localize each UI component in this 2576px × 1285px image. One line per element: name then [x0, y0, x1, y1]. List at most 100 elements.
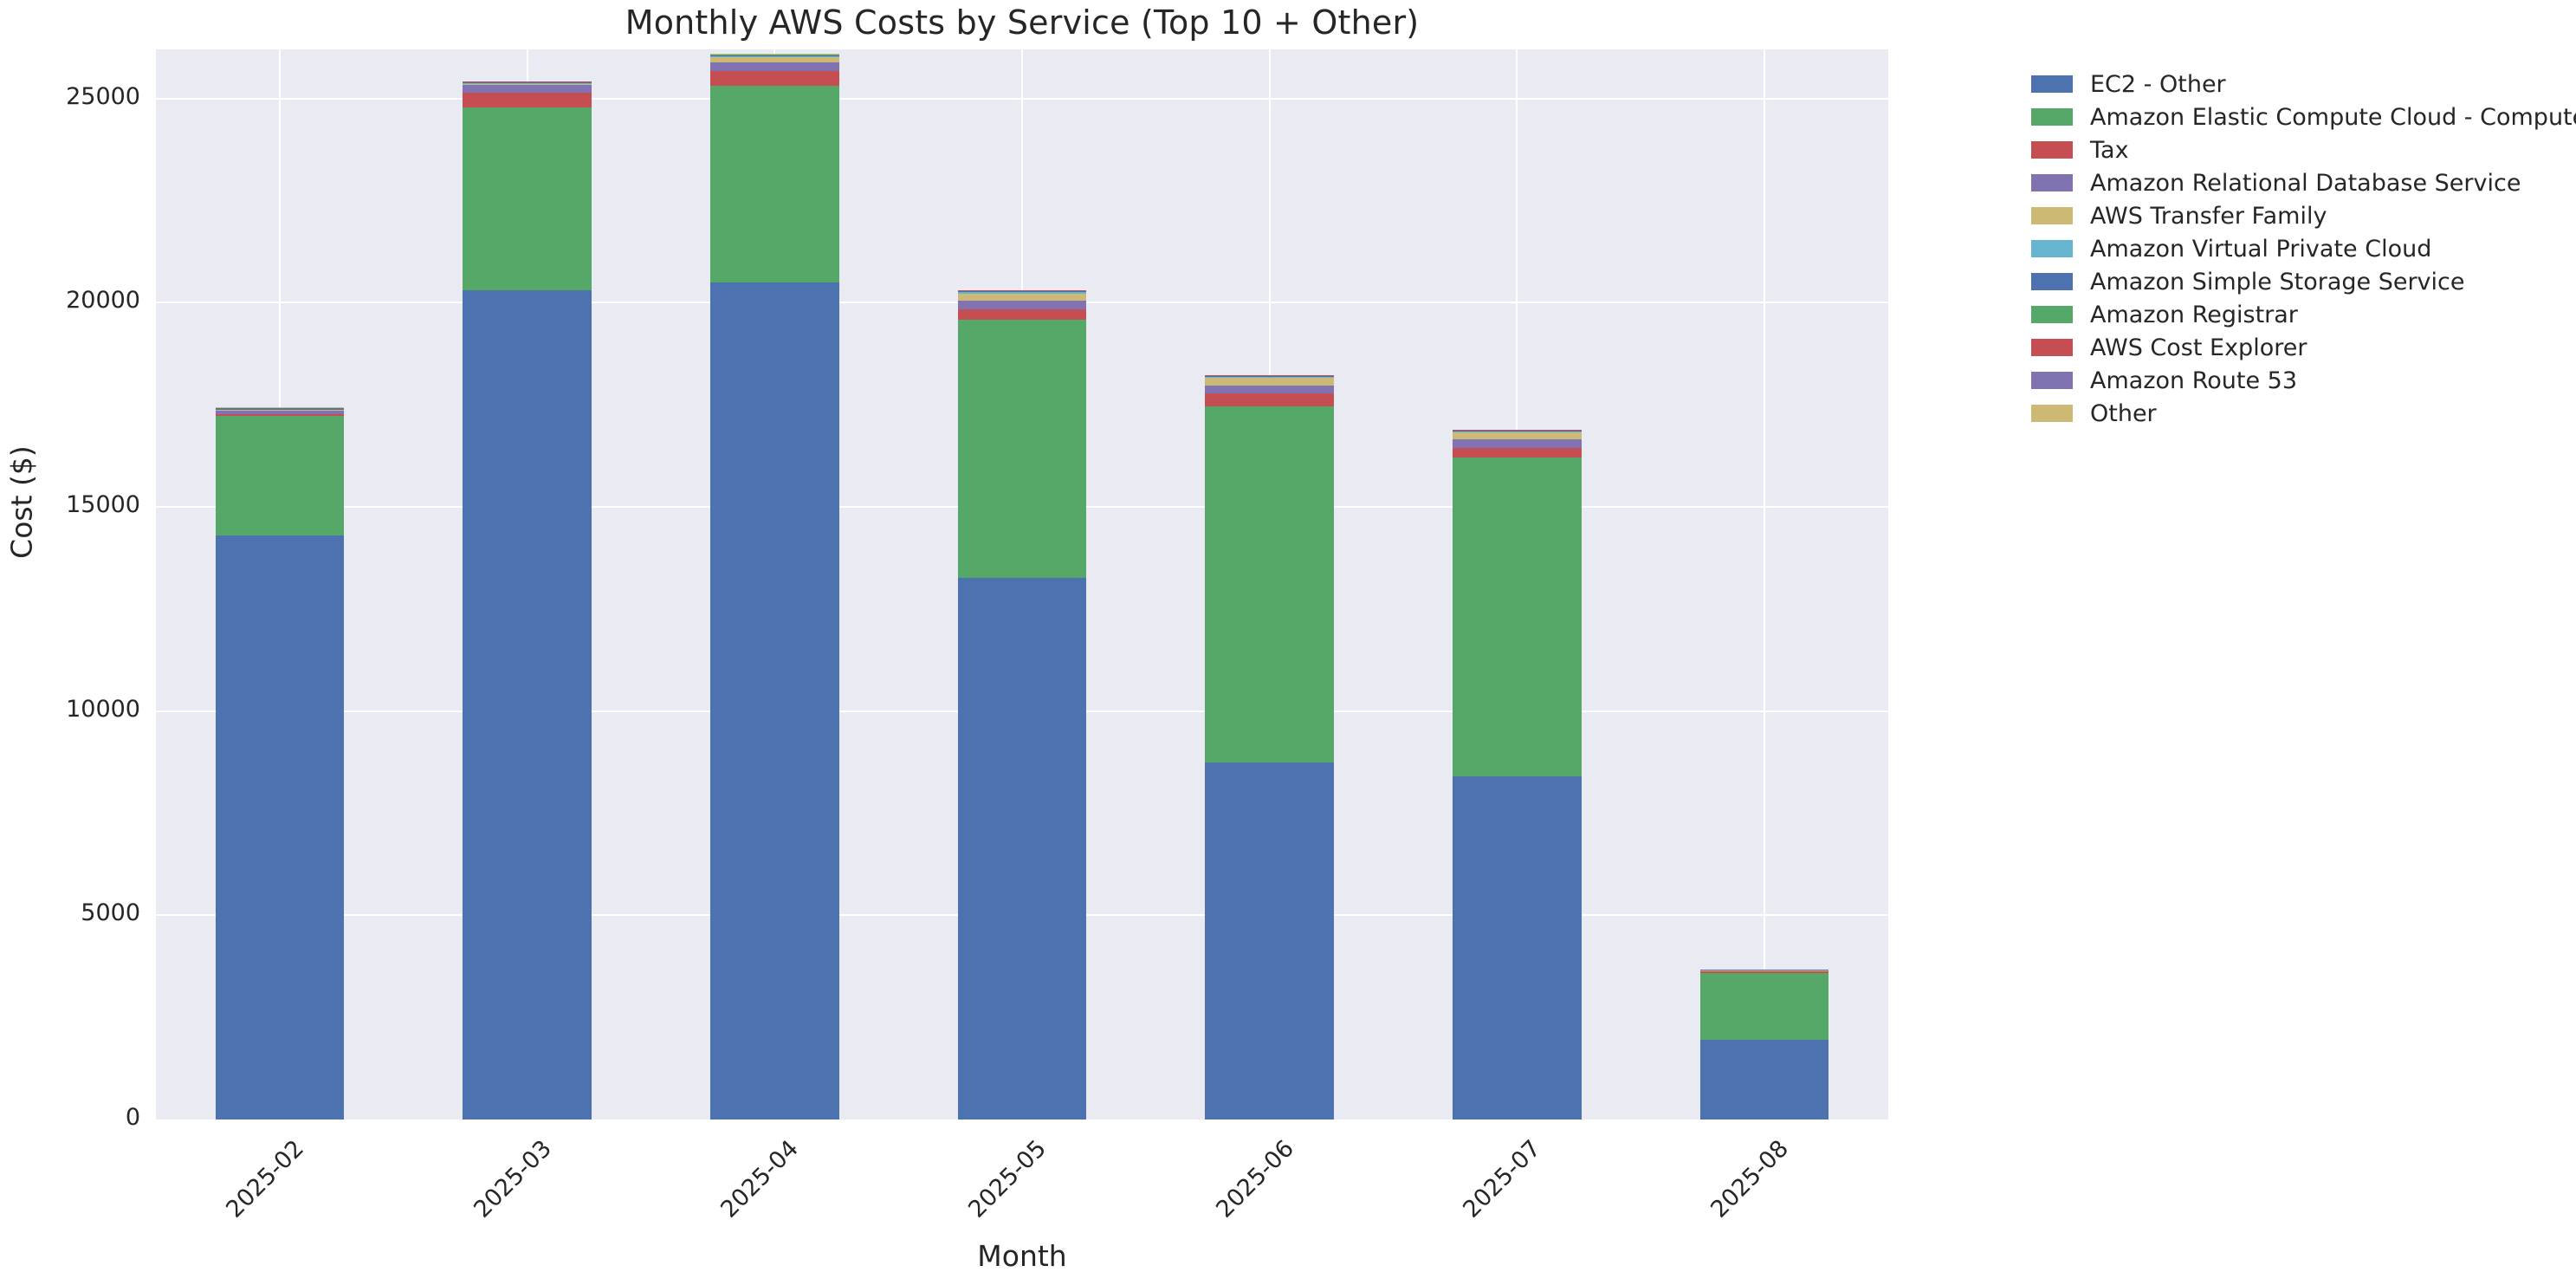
bar-segment[interactable] [710, 54, 839, 55]
plot-area [156, 49, 1888, 1120]
bar-segment[interactable] [957, 308, 1087, 320]
bar-segment[interactable] [957, 289, 1087, 291]
bar-segment[interactable] [1699, 972, 1829, 1041]
x-axis-tick-label: 2025-07 [1458, 1135, 1547, 1223]
bar-segment[interactable] [1205, 406, 1334, 763]
bar-segment[interactable] [1453, 439, 1582, 448]
bar-segment[interactable] [710, 55, 839, 56]
bar-segment[interactable] [710, 62, 839, 72]
bar-segment[interactable] [215, 414, 345, 417]
bar-segment[interactable] [1453, 447, 1582, 458]
y-axis-tick-label: 10000 [66, 695, 140, 723]
legend-label: EC2 - Other [2090, 70, 2226, 98]
bar-segment[interactable] [710, 56, 839, 63]
bar-segment[interactable] [215, 407, 345, 408]
bar-segment[interactable] [1699, 970, 1829, 971]
legend-label: Amazon Simple Storage Service [2090, 268, 2465, 295]
bar-segment[interactable] [1453, 430, 1582, 432]
bar-stack[interactable] [1453, 429, 1582, 1120]
bar-segment[interactable] [463, 85, 592, 94]
x-axis-tick-label: 2025-06 [1210, 1135, 1299, 1223]
bar-segment[interactable] [1453, 429, 1582, 431]
x-axis-tick-label: 2025-02 [221, 1135, 309, 1223]
legend-item[interactable]: AWS Transfer Family [2031, 199, 2576, 232]
bar-segment[interactable] [1453, 458, 1582, 777]
bar-stack[interactable] [957, 289, 1087, 1120]
bar-stack[interactable] [1699, 969, 1829, 1120]
legend-label: Other [2090, 399, 2157, 427]
legend-item[interactable]: Amazon Relational Database Service [2031, 166, 2576, 199]
x-gridline [1764, 49, 1766, 1120]
bar-segment[interactable] [1205, 375, 1334, 378]
legend-item[interactable]: Amazon Virtual Private Cloud [2031, 232, 2576, 265]
bar-segment[interactable] [957, 290, 1087, 293]
y-axis-tick-label: 15000 [66, 490, 140, 518]
bar-segment[interactable] [215, 535, 345, 1120]
legend-item[interactable]: Other [2031, 397, 2576, 430]
bar-segment[interactable] [463, 83, 592, 85]
legend-swatch-icon [2031, 306, 2073, 323]
bar-stack[interactable] [463, 81, 592, 1120]
legend-item[interactable]: Tax [2031, 133, 2576, 166]
legend-item[interactable]: AWS Cost Explorer [2031, 331, 2576, 364]
x-axis-tick-label: 2025-03 [468, 1135, 557, 1223]
bar-segment[interactable] [710, 71, 839, 87]
bar-segment[interactable] [1453, 432, 1582, 440]
bar-segment[interactable] [710, 282, 839, 1120]
legend-item[interactable]: Amazon Simple Storage Service [2031, 265, 2576, 298]
legend-swatch-icon [2031, 339, 2073, 356]
y-axis-tick-label: 20000 [66, 287, 140, 315]
bar-stack[interactable] [215, 407, 345, 1120]
legend-item[interactable]: Amazon Route 53 [2031, 364, 2576, 397]
legend-swatch-icon [2031, 141, 2073, 159]
bar-segment[interactable] [463, 81, 592, 82]
legend-label: Amazon Registrar [2090, 301, 2298, 328]
legend-swatch-icon [2031, 174, 2073, 191]
legend-label: Amazon Virtual Private Cloud [2090, 235, 2432, 263]
bar-segment[interactable] [1205, 374, 1334, 376]
bar-segment[interactable] [1205, 377, 1334, 378]
bar-segment[interactable] [215, 408, 345, 410]
x-axis-tick-label: 2025-04 [715, 1135, 805, 1223]
legend-swatch-icon [2031, 405, 2073, 422]
legend-item[interactable]: EC2 - Other [2031, 68, 2576, 101]
legend-item[interactable]: Amazon Registrar [2031, 298, 2576, 331]
legend-item[interactable]: Amazon Elastic Compute Cloud - Compute [2031, 101, 2576, 133]
bar-segment[interactable] [1205, 393, 1334, 406]
bar-segment[interactable] [215, 410, 345, 415]
bar-segment[interactable] [1205, 377, 1334, 386]
legend-swatch-icon [2031, 207, 2073, 224]
legend-swatch-icon [2031, 273, 2073, 290]
bar-segment[interactable] [215, 409, 345, 411]
bar-segment[interactable] [710, 55, 839, 57]
legend-swatch-icon [2031, 108, 2073, 126]
bar-segment[interactable] [463, 81, 592, 84]
bar-segment[interactable] [957, 292, 1087, 294]
x-axis-tick-label: 2025-05 [963, 1135, 1052, 1223]
bar-segment[interactable] [1205, 385, 1334, 394]
chart-title: Monthly AWS Costs by Service (Top 10 + O… [625, 3, 1420, 42]
bar-segment[interactable] [1699, 1040, 1829, 1120]
bar-segment[interactable] [1453, 776, 1582, 1120]
bar-segment[interactable] [463, 93, 592, 107]
bar-segment[interactable] [463, 84, 592, 86]
bar-segment[interactable] [215, 416, 345, 535]
bar-segment[interactable] [957, 293, 1087, 302]
bar-segment[interactable] [1699, 970, 1829, 972]
bar-segment[interactable] [1205, 762, 1334, 1120]
bar-segment[interactable] [1699, 971, 1829, 973]
bar-segment[interactable] [463, 290, 592, 1120]
bar-stack[interactable] [1205, 374, 1334, 1120]
x-axis-tick-label: 2025-08 [1705, 1135, 1795, 1223]
bar-segment[interactable] [463, 107, 592, 291]
legend-label: Amazon Route 53 [2090, 367, 2298, 394]
legend-label: AWS Transfer Family [2090, 202, 2327, 230]
bar-segment[interactable] [957, 301, 1087, 309]
bar-segment[interactable] [710, 86, 839, 282]
y-axis-tick-label: 5000 [81, 899, 140, 927]
legend-swatch-icon [2031, 372, 2073, 389]
chart-legend: EC2 - Other Amazon Elastic Compute Cloud … [2031, 68, 2576, 430]
bar-segment[interactable] [957, 319, 1087, 579]
bar-segment[interactable] [957, 578, 1087, 1120]
bar-stack[interactable] [710, 54, 839, 1120]
